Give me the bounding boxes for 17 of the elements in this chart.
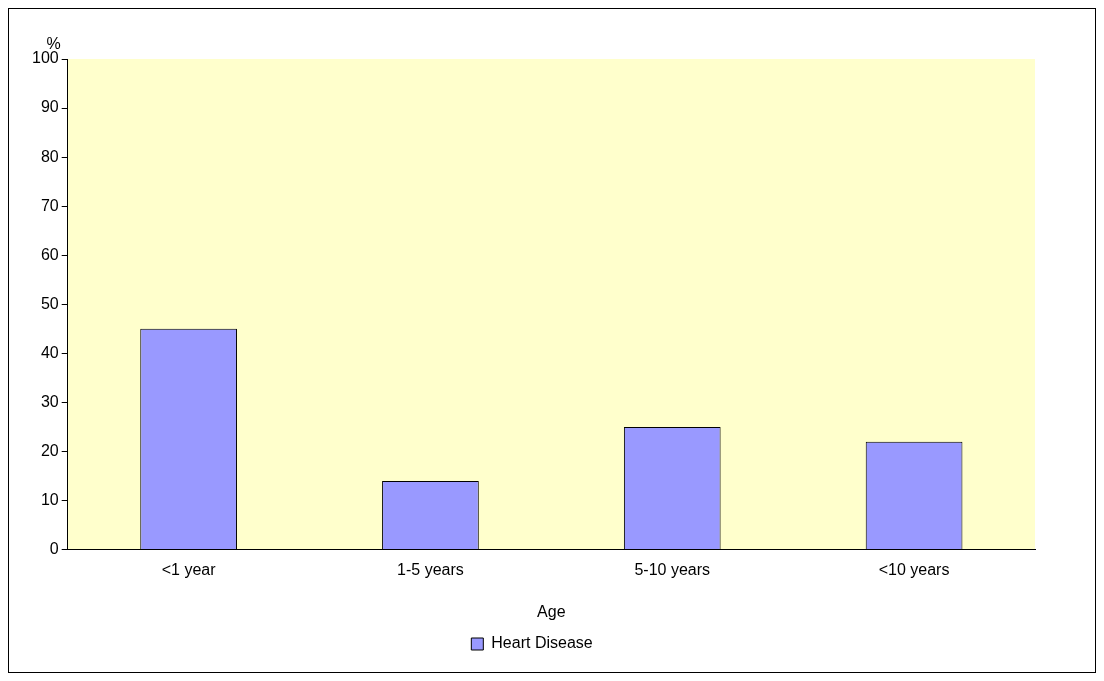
y-tick-label: 80 <box>40 147 59 165</box>
y-tick-label: 30 <box>40 392 59 410</box>
x-axis-title: Age <box>537 602 566 620</box>
y-tick-label: 60 <box>40 245 59 263</box>
y-tick-label: 100 <box>31 49 59 67</box>
y-tick-label: 10 <box>40 490 59 508</box>
x-tick-label: <10 years <box>878 560 950 578</box>
legend-label: Heart Disease <box>491 634 593 652</box>
y-tick-label: 90 <box>40 98 59 116</box>
y-tick-label: 50 <box>40 294 59 312</box>
y-tick-label: 20 <box>40 441 59 459</box>
y-tick-label: 70 <box>40 196 59 214</box>
x-tick-label: 1-5 years <box>397 560 464 578</box>
x-tick-label: 5-10 years <box>634 560 711 578</box>
y-tick-label: 40 <box>40 343 59 361</box>
x-tick-label: <1 year <box>161 560 217 578</box>
y-tick-label: 0 <box>49 540 59 558</box>
